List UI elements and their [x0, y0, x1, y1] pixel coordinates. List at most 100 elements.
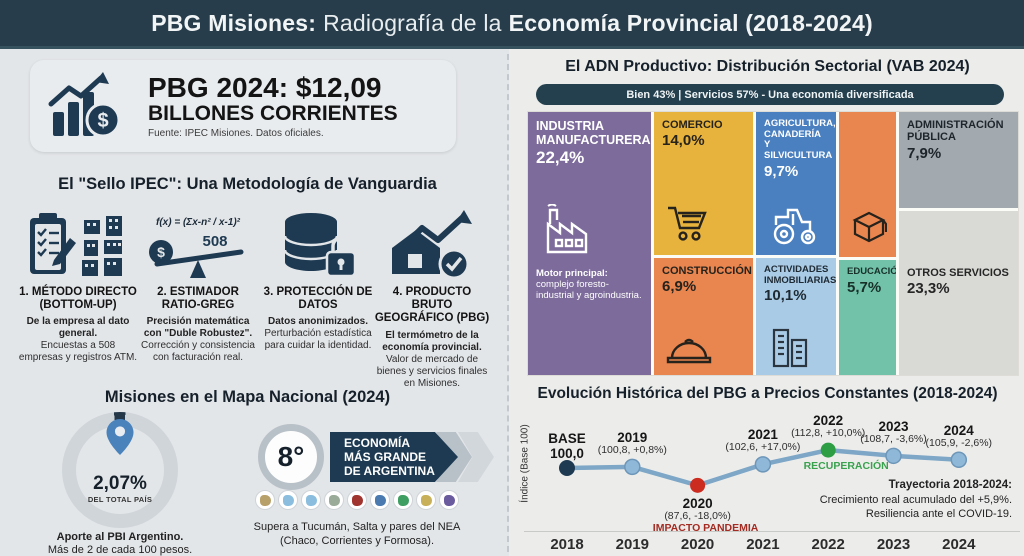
- chart-point-label: 2023 (108,7, -3,6%): [860, 418, 927, 445]
- svg-text:$: $: [157, 244, 165, 260]
- sector-name: ADMINISTRACIÓN PÚBLICA: [907, 119, 1004, 144]
- chart-point: [820, 442, 836, 458]
- x-tick-label: 2019: [615, 536, 649, 553]
- title-part-3: Economía Provincial (2018-2024): [508, 9, 873, 36]
- x-tick-label: 2020: [680, 536, 715, 553]
- pbg-2024-text: PBG 2024: $12,09 BILLONES CORRIENTES Fue…: [148, 73, 456, 138]
- method-item-3: 3. PROTECCIÓN DE DATOS Datos anonimizado…: [258, 198, 378, 352]
- sector-name: OTROS SERVICIOS: [907, 267, 1009, 279]
- page-title: PBG Misiones: Radiografía de la Economía…: [0, 0, 1024, 49]
- sector-industria: INDUSTRIA MANUFACTURERA 22,4% Motor prin…: [528, 112, 651, 375]
- column-divider: [507, 54, 509, 552]
- pbi-caption-bold: Aporte al PBI Argentino.: [56, 531, 184, 543]
- method-3-bold: Datos anonimizados.: [267, 316, 368, 328]
- box-icon: [851, 208, 888, 251]
- svg-text:508: 508: [202, 233, 227, 250]
- method-1-text: Encuestas a 508 empresas y registros ATM…: [18, 340, 138, 364]
- province-badge: [301, 490, 321, 510]
- sector-inmobiliarias: ACTIVIDADES INMOBILIARIAS 10,1%: [756, 258, 836, 375]
- evolution-title: Evolución Histórica del PBG a Precios Co…: [537, 385, 998, 402]
- sector-name: INDUSTRIA MANUFACTURERA: [536, 119, 651, 147]
- province-badge: [393, 490, 413, 510]
- factory-icon: [540, 203, 596, 261]
- database-lock-icon: [258, 198, 378, 282]
- chart-point: [885, 447, 902, 465]
- chart-point: [950, 451, 968, 468]
- province-badge: [278, 490, 298, 510]
- method-4-text: Valor de mercado de bienes y servicios f…: [376, 353, 488, 389]
- method-1-title: 1. MÉTODO DIRECTO (BOTTOM-UP): [19, 286, 137, 312]
- chart-point-label: 2022 (112,8, +10,0%): [791, 413, 866, 440]
- sector-educacion: EDUCACIÓN 5,7%: [839, 260, 896, 375]
- x-tick-label: 2024: [942, 536, 976, 553]
- province-badge: [324, 490, 344, 510]
- method-item-4: 4. PRODUCTO BRUTO GEOGRÁFICO (PBG) El te…: [372, 198, 492, 390]
- sector-treemap: INDUSTRIA MANUFACTURERA 22,4% Motor prin…: [527, 111, 1019, 376]
- method-2-text: Corrección y consistencia con facturació…: [141, 340, 255, 364]
- chart-point: [754, 456, 772, 473]
- pbi-share-donut: 2,07% DEL TOTAL PAÍS: [62, 412, 178, 528]
- province-badge: [370, 490, 390, 510]
- rank-caption-line-1: Supera a Tucumán, Salta y pares del NEA: [253, 521, 461, 533]
- sector-pct: 14,0%: [662, 132, 705, 150]
- method-1-bold: De la empresa al dato general.: [26, 316, 130, 340]
- sector-pct: 7,9%: [907, 144, 942, 162]
- x-tick-label: 2022: [811, 536, 845, 553]
- sector-note: complejo foresto-industrial y agroindust…: [536, 279, 642, 302]
- sector-comercio: COMERCIO 14,0%: [654, 112, 753, 255]
- method-3-text: Perturbación estadística para cuidar la …: [264, 328, 372, 352]
- clipboard-checklist-icon: [18, 198, 138, 282]
- y-axis-label: Índice (Base 100): [519, 424, 531, 503]
- sector-agricultura: AGRICULTURA, CANADERÍA Y SILVICULTURA 9,…: [756, 112, 836, 255]
- province-badges: [252, 490, 462, 510]
- rank-banner-line-1: ECONOMÍA: [344, 435, 410, 450]
- sector-name: CONSTRUCCIÓN: [662, 265, 752, 277]
- sector-pct: 5,7%: [847, 278, 882, 296]
- sector-name: COMERCIO: [662, 119, 723, 131]
- title-part-1: PBG Misiones:: [151, 9, 317, 36]
- sector-pct: 22,4%: [536, 148, 585, 167]
- sector-construccion: CONSTRUCCIÓN 6,9%: [654, 258, 753, 375]
- province-badge: [255, 490, 275, 510]
- map-section-title: Misiones en el Mapa Nacional (2024): [104, 388, 391, 406]
- chart-point: [624, 458, 641, 476]
- pbi-caption-text: Más de 2 de cada 100 pesos.: [47, 544, 193, 556]
- trajectory-note: Trayectoria 2018-2024: Crecimiento real …: [762, 478, 1012, 522]
- chart-point: [690, 477, 706, 493]
- method-4-bold: El termómetro de la economía provincial.: [382, 329, 482, 353]
- chart-annotation: RECUPERACIÓN: [803, 460, 889, 473]
- pbi-share-label: DEL TOTAL PAÍS: [87, 495, 153, 504]
- cart-icon: [666, 204, 710, 249]
- sector-unlabeled: [839, 112, 896, 257]
- trajectory-line-3: Resiliencia ante el COVID-19.: [865, 508, 1012, 521]
- chart-point: [559, 460, 575, 476]
- chart-point-label: 2019 (100,8, +0,8%): [597, 429, 667, 456]
- sector-pct: 23,3%: [907, 280, 950, 298]
- pbg-2024-card: $ PBG 2024: $12,09 BILLONES CORRIENTES F…: [30, 60, 456, 152]
- rank-circle: 8°: [258, 424, 324, 490]
- sector-pct: 6,9%: [662, 278, 697, 296]
- method-item-2: f(x) = (Σx-n² / x-1)² 508 $ 2. ESTIMADOR…: [138, 198, 258, 364]
- sector-otros-servicios: OTROS SERVICIOS 23,3%: [899, 211, 1018, 375]
- chart-point-label: BASE 100,0: [548, 431, 586, 462]
- balance-seesaw-icon: f(x) = (Σx-n² / x-1)² 508 $: [138, 198, 258, 282]
- sector-name: EDUCACIÓN: [847, 266, 896, 277]
- method-3-title: 3. PROTECCIÓN DE DATOS: [263, 286, 373, 312]
- treemap-title: El ADN Productivo: Distribución Sectoria…: [565, 58, 970, 75]
- growth-chart-dollar-icon: $: [30, 70, 148, 142]
- trajectory-line-2: Crecimiento real acumulado del +5,9%.: [819, 493, 1012, 506]
- pbg-2024-value: PBG 2024: $12,09: [148, 72, 382, 104]
- pbg-evolution-chart: Índice (Base 100) Trayectoria 2018-2024:…: [510, 400, 1024, 556]
- method-2-bold: Precisión matemática con "Duble Robustez…: [143, 316, 253, 340]
- svg-text:$: $: [97, 110, 108, 132]
- house-growth-check-icon: [372, 198, 492, 282]
- tractor-icon: [770, 204, 820, 251]
- trajectory-bold: Trayectoria 2018-2024:: [888, 479, 1012, 491]
- pbi-caption: Aporte al PBI Argentino. Más de 2 de cad…: [20, 531, 220, 556]
- rank-banner-line-3: DE ARGENTINA: [344, 464, 435, 479]
- chart-point-label: 2024 (105,9, -2,6%): [925, 422, 993, 449]
- x-axis-line: [524, 531, 1020, 532]
- sector-pct: 9,7%: [764, 162, 799, 180]
- pbg-2024-source: Fuente: IPEC Misiones. Datos oficiales.: [148, 127, 324, 139]
